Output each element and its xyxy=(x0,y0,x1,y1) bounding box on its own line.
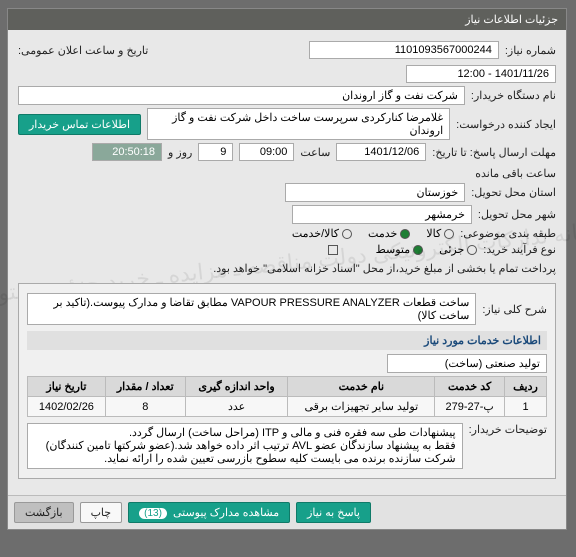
lbl-province: استان محل تحویل: xyxy=(472,186,557,199)
lbl-buyer: نام دستگاه خریدار: xyxy=(472,89,557,102)
lbl-remaining: ساعت باقی مانده xyxy=(476,167,557,180)
attachments-button[interactable]: مشاهده مدارک پیوستی (13) xyxy=(129,502,291,523)
lbl-req-no: شماره نیاز: xyxy=(506,44,557,57)
attachments-label: مشاهده مدارک پیوستی xyxy=(174,507,280,519)
col-header: ردیف xyxy=(506,377,548,397)
radio-goods[interactable]: کالا xyxy=(427,227,455,240)
val-city: خرمشهر xyxy=(293,205,473,224)
inner-fieldset: شرح کلی نیاز: ساخت قطعات VAPOUR PRESSURE… xyxy=(19,283,557,479)
val-remaining-time: 20:50:18 xyxy=(93,143,163,161)
back-button[interactable]: بازگشت xyxy=(15,502,75,523)
val-announce-dt: 1401/11/26 - 12:00 xyxy=(407,65,557,83)
col-header: تعداد / مقدار xyxy=(106,377,186,397)
lbl-city: شهر محل تحویل: xyxy=(479,208,557,221)
val-deadline-time: 09:00 xyxy=(240,143,295,161)
val-req-no: 1101093567000244 xyxy=(310,41,500,59)
col-header: کد خدمت xyxy=(436,377,506,397)
table-cell: پ-27-279 xyxy=(436,397,506,417)
val-general-desc: ساخت قطعات VAPOUR PRESSURE ANALYZER مطاب… xyxy=(28,293,477,325)
lbl-proc-type: نوع فرآیند خرید: xyxy=(484,243,557,256)
lbl-buyer-notes: توضیحات خریدار: xyxy=(470,423,548,436)
contact-info-button[interactable]: اطلاعات تماس خریدار xyxy=(19,114,142,135)
table-header-row: ردیفکد خدمتنام خدمتواحد اندازه گیریتعداد… xyxy=(29,377,548,397)
panel-header: جزئیات اطلاعات نیاز xyxy=(9,9,567,30)
lbl-announce-dt: تاریخ و ساعت اعلان عمومی: xyxy=(19,44,149,57)
lbl-creator: ایجاد کننده درخواست: xyxy=(457,118,557,131)
table-cell: 1402/02/26 xyxy=(29,397,107,417)
check-payment[interactable] xyxy=(329,245,339,255)
table-body: 1پ-27-279تولید سایر تجهیزات برقیعدد81402… xyxy=(29,397,548,417)
col-header: واحد اندازه گیری xyxy=(186,377,289,397)
val-province: خوزستان xyxy=(286,183,466,202)
lbl-payment-note: پرداخت تمام یا بخشی از مبلغ خرید،از محل … xyxy=(214,262,557,275)
val-creator: غلامرضا کنارکردی سرپرست ساخت داخل شرکت ن… xyxy=(148,108,451,140)
table-cell: 8 xyxy=(106,397,186,417)
lbl-category: طبقه بندی موضوعی: xyxy=(461,227,557,240)
attachments-count: (13) xyxy=(140,508,168,519)
lbl-time1: ساعت xyxy=(301,146,331,159)
radio-partial[interactable]: جزئی xyxy=(440,243,478,256)
col-header: تاریخ نیاز xyxy=(29,377,107,397)
service-type-select[interactable]: تولید صنعتی (ساخت) xyxy=(388,354,548,373)
table-row: 1پ-27-279تولید سایر تجهیزات برقیعدد81402… xyxy=(29,397,548,417)
form-area: سامانه تدارکات الکترونیکی دولت مناقصه ـ … xyxy=(9,30,567,495)
val-buyer-notes: پیشنهادات طی سه فقره فنی و مالی و ITP (م… xyxy=(28,423,464,469)
table-cell: تولید سایر تجهیزات برقی xyxy=(289,397,436,417)
val-buyer: شرکت نفت و گاز اروندان xyxy=(19,86,466,105)
val-deadline-date: 1401/12/06 xyxy=(337,143,427,161)
lbl-general-desc: شرح کلی نیاز: xyxy=(483,303,548,316)
table-cell: عدد xyxy=(186,397,289,417)
footer-buttons: پاسخ به نیاز مشاهده مدارک پیوستی (13) چا… xyxy=(9,495,567,529)
lbl-dayword: روز و xyxy=(169,146,193,159)
radio-goods-service[interactable]: کالا/خدمت xyxy=(293,227,353,240)
print-button[interactable]: چاپ xyxy=(81,502,124,523)
col-header: نام خدمت xyxy=(289,377,436,397)
details-panel: جزئیات اطلاعات نیاز سامانه تدارکات الکتر… xyxy=(8,8,568,530)
services-section-title: اطلاعات خدمات مورد نیاز xyxy=(28,331,548,350)
table-cell: 1 xyxy=(506,397,548,417)
radio-service[interactable]: خدمت xyxy=(369,227,411,240)
radio-medium[interactable]: متوسط xyxy=(377,243,425,256)
services-table: ردیفکد خدمتنام خدمتواحد اندازه گیریتعداد… xyxy=(28,376,548,417)
val-remaining-days: 9 xyxy=(199,143,234,161)
reply-button[interactable]: پاسخ به نیاز xyxy=(297,502,372,523)
lbl-deadline: مهلت ارسال پاسخ: تا تاریخ: xyxy=(433,146,557,159)
